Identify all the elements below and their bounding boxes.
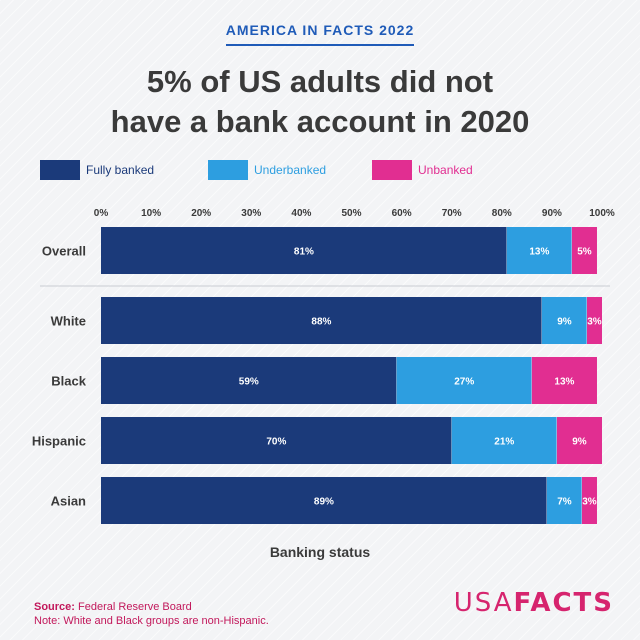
data-label-underbanked-white: 9% (557, 317, 572, 328)
category-label-asian: Asian (51, 494, 86, 509)
legend-swatch-fully-banked (40, 160, 80, 180)
bar-unbanked-overall (571, 227, 597, 274)
data-label-fully-banked-asian: 89% (314, 497, 334, 508)
data-label-unbanked-overall: 5% (577, 247, 592, 258)
logo-text-facts: FACTS (513, 588, 614, 618)
logo-text-usa: USA (453, 588, 514, 618)
category-label-hispanic: Hispanic (32, 434, 86, 449)
data-label-underbanked-hispanic: 21% (494, 437, 514, 448)
kicker-banner: AMERICA IN FACTS 2022 (0, 22, 640, 46)
bar-underbanked-white (541, 297, 587, 344)
bar-unbanked-black (531, 357, 597, 404)
bar-unbanked-asian (581, 477, 597, 524)
legend-item-fully-banked: Fully banked (40, 160, 154, 180)
data-label-underbanked-overall: 13% (529, 247, 549, 258)
footer-source: Source: Federal Reserve Board Note: Whit… (34, 600, 269, 628)
data-label-underbanked-black: 27% (454, 377, 474, 388)
data-label-unbanked-asian: 3% (582, 497, 597, 508)
bar-fully-banked-hispanic (101, 417, 452, 464)
bar-fully-banked-asian (101, 477, 547, 524)
bar-unbanked-hispanic (556, 417, 602, 464)
bar-fully-banked-white (101, 297, 542, 344)
data-label-unbanked-hispanic: 9% (572, 437, 587, 448)
bar-unbanked-white (586, 297, 602, 344)
x-tick-label: 20% (191, 208, 211, 219)
bar-underbanked-hispanic (451, 417, 557, 464)
bar-underbanked-overall (506, 227, 572, 274)
source-label: Source: (34, 601, 75, 613)
legend-item-underbanked: Underbanked (208, 160, 326, 180)
x-tick-label: 90% (542, 208, 562, 219)
data-label-fully-banked-overall: 81% (294, 247, 314, 258)
source-text: Federal Reserve Board (78, 601, 192, 613)
data-label-unbanked-white: 3% (587, 317, 602, 328)
x-tick-label: 70% (442, 208, 462, 219)
x-axis-title: Banking status (270, 544, 371, 560)
x-tick-label: 80% (492, 208, 512, 219)
legend: Fully banked Underbanked Unbanked (40, 160, 620, 184)
x-tick-label: 10% (141, 208, 161, 219)
x-tick-label: 60% (392, 208, 412, 219)
bar-underbanked-asian (546, 477, 582, 524)
legend-swatch-underbanked (208, 160, 248, 180)
category-label-overall: Overall (42, 244, 86, 259)
data-label-underbanked-asian: 7% (557, 497, 572, 508)
usafacts-logo: USAFACTS (454, 588, 614, 618)
x-tick-label: 30% (241, 208, 261, 219)
title-line-1: 5% of US adults did not (146, 64, 494, 99)
x-tick-label: 100% (589, 208, 615, 219)
legend-label-fully-banked: Fully banked (86, 163, 155, 177)
bar-fully-banked-black (101, 357, 397, 404)
data-label-unbanked-black: 13% (554, 377, 574, 388)
note-text: Note: White and Black groups are non-His… (34, 615, 269, 627)
page-title: 5% of US adults did not have a bank acco… (20, 62, 620, 142)
category-label-white: White (51, 314, 86, 329)
legend-label-underbanked: Underbanked (254, 163, 327, 177)
kicker-text: AMERICA IN FACTS 2022 (225, 22, 415, 46)
data-label-fully-banked-black: 59% (239, 377, 259, 388)
bar-underbanked-black (396, 357, 532, 404)
x-tick-label: 40% (291, 208, 311, 219)
legend-label-unbanked: Unbanked (418, 163, 473, 177)
x-tick-label: 50% (341, 208, 361, 219)
legend-swatch-unbanked (372, 160, 412, 180)
data-label-fully-banked-white: 88% (311, 317, 331, 328)
category-label-black: Black (51, 374, 86, 389)
title-line-2: have a bank account in 2020 (110, 104, 530, 139)
bar-fully-banked-overall (101, 227, 507, 274)
data-label-fully-banked-hispanic: 70% (266, 437, 286, 448)
x-tick-label: 0% (94, 208, 109, 219)
legend-item-unbanked: Unbanked (372, 160, 473, 180)
